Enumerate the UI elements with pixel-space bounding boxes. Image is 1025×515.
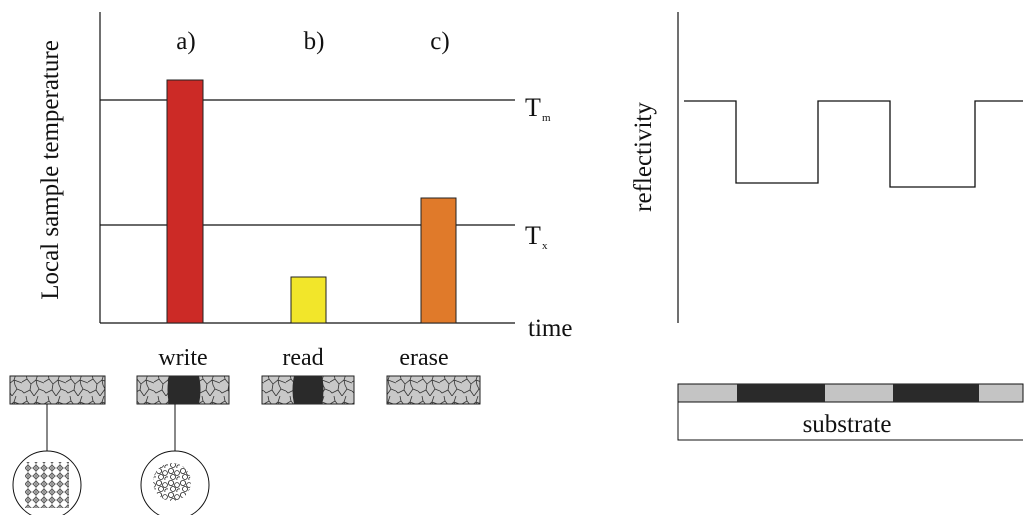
reflectivity-trace: [684, 100, 1023, 188]
sample-strip-write: [136, 375, 230, 405]
sample-strip-read: [261, 375, 355, 405]
crystalline-structure-circle: [12, 450, 82, 515]
step-label-b: b): [304, 28, 325, 55]
sample-strip-initial: [9, 375, 106, 405]
substrate-outline: [677, 402, 1023, 441]
reflectivity-axis-label: reflectivity: [630, 102, 657, 212]
recorded-bit-1: [737, 384, 825, 402]
tm-letter: T: [525, 93, 541, 122]
step-label-c: c): [430, 28, 449, 55]
tx-subscript: x: [542, 240, 548, 252]
tm-subscript: m: [542, 112, 551, 124]
substrate-label: substrate: [803, 411, 892, 438]
amorphous-structure-circle: [140, 450, 210, 515]
reflectivity-chart: reflectivity: [630, 12, 1023, 323]
temperature-chart: Local sample temperature time T m T x a)…: [37, 12, 572, 371]
erase-label: erase: [399, 345, 448, 371]
read-label: read: [282, 345, 323, 371]
erase-pulse-bar: [420, 197, 457, 324]
amorphous-mark: [292, 376, 324, 404]
read-pulse-bar: [290, 276, 327, 324]
step-label-a: a): [176, 28, 195, 55]
recording-track: substrate: [677, 383, 1024, 441]
sample-strip-erase: [386, 375, 481, 405]
tx-letter: T: [525, 221, 541, 250]
write-pulse-bar: [166, 79, 204, 324]
write-label: write: [158, 345, 207, 371]
tx-label: T x: [525, 221, 548, 252]
tm-label: T m: [525, 93, 551, 124]
amorphous-mark: [167, 376, 201, 404]
recorded-bit-2: [893, 384, 979, 402]
x-axis-label: time: [528, 315, 572, 342]
y-axis-label: Local sample temperature: [37, 40, 64, 300]
